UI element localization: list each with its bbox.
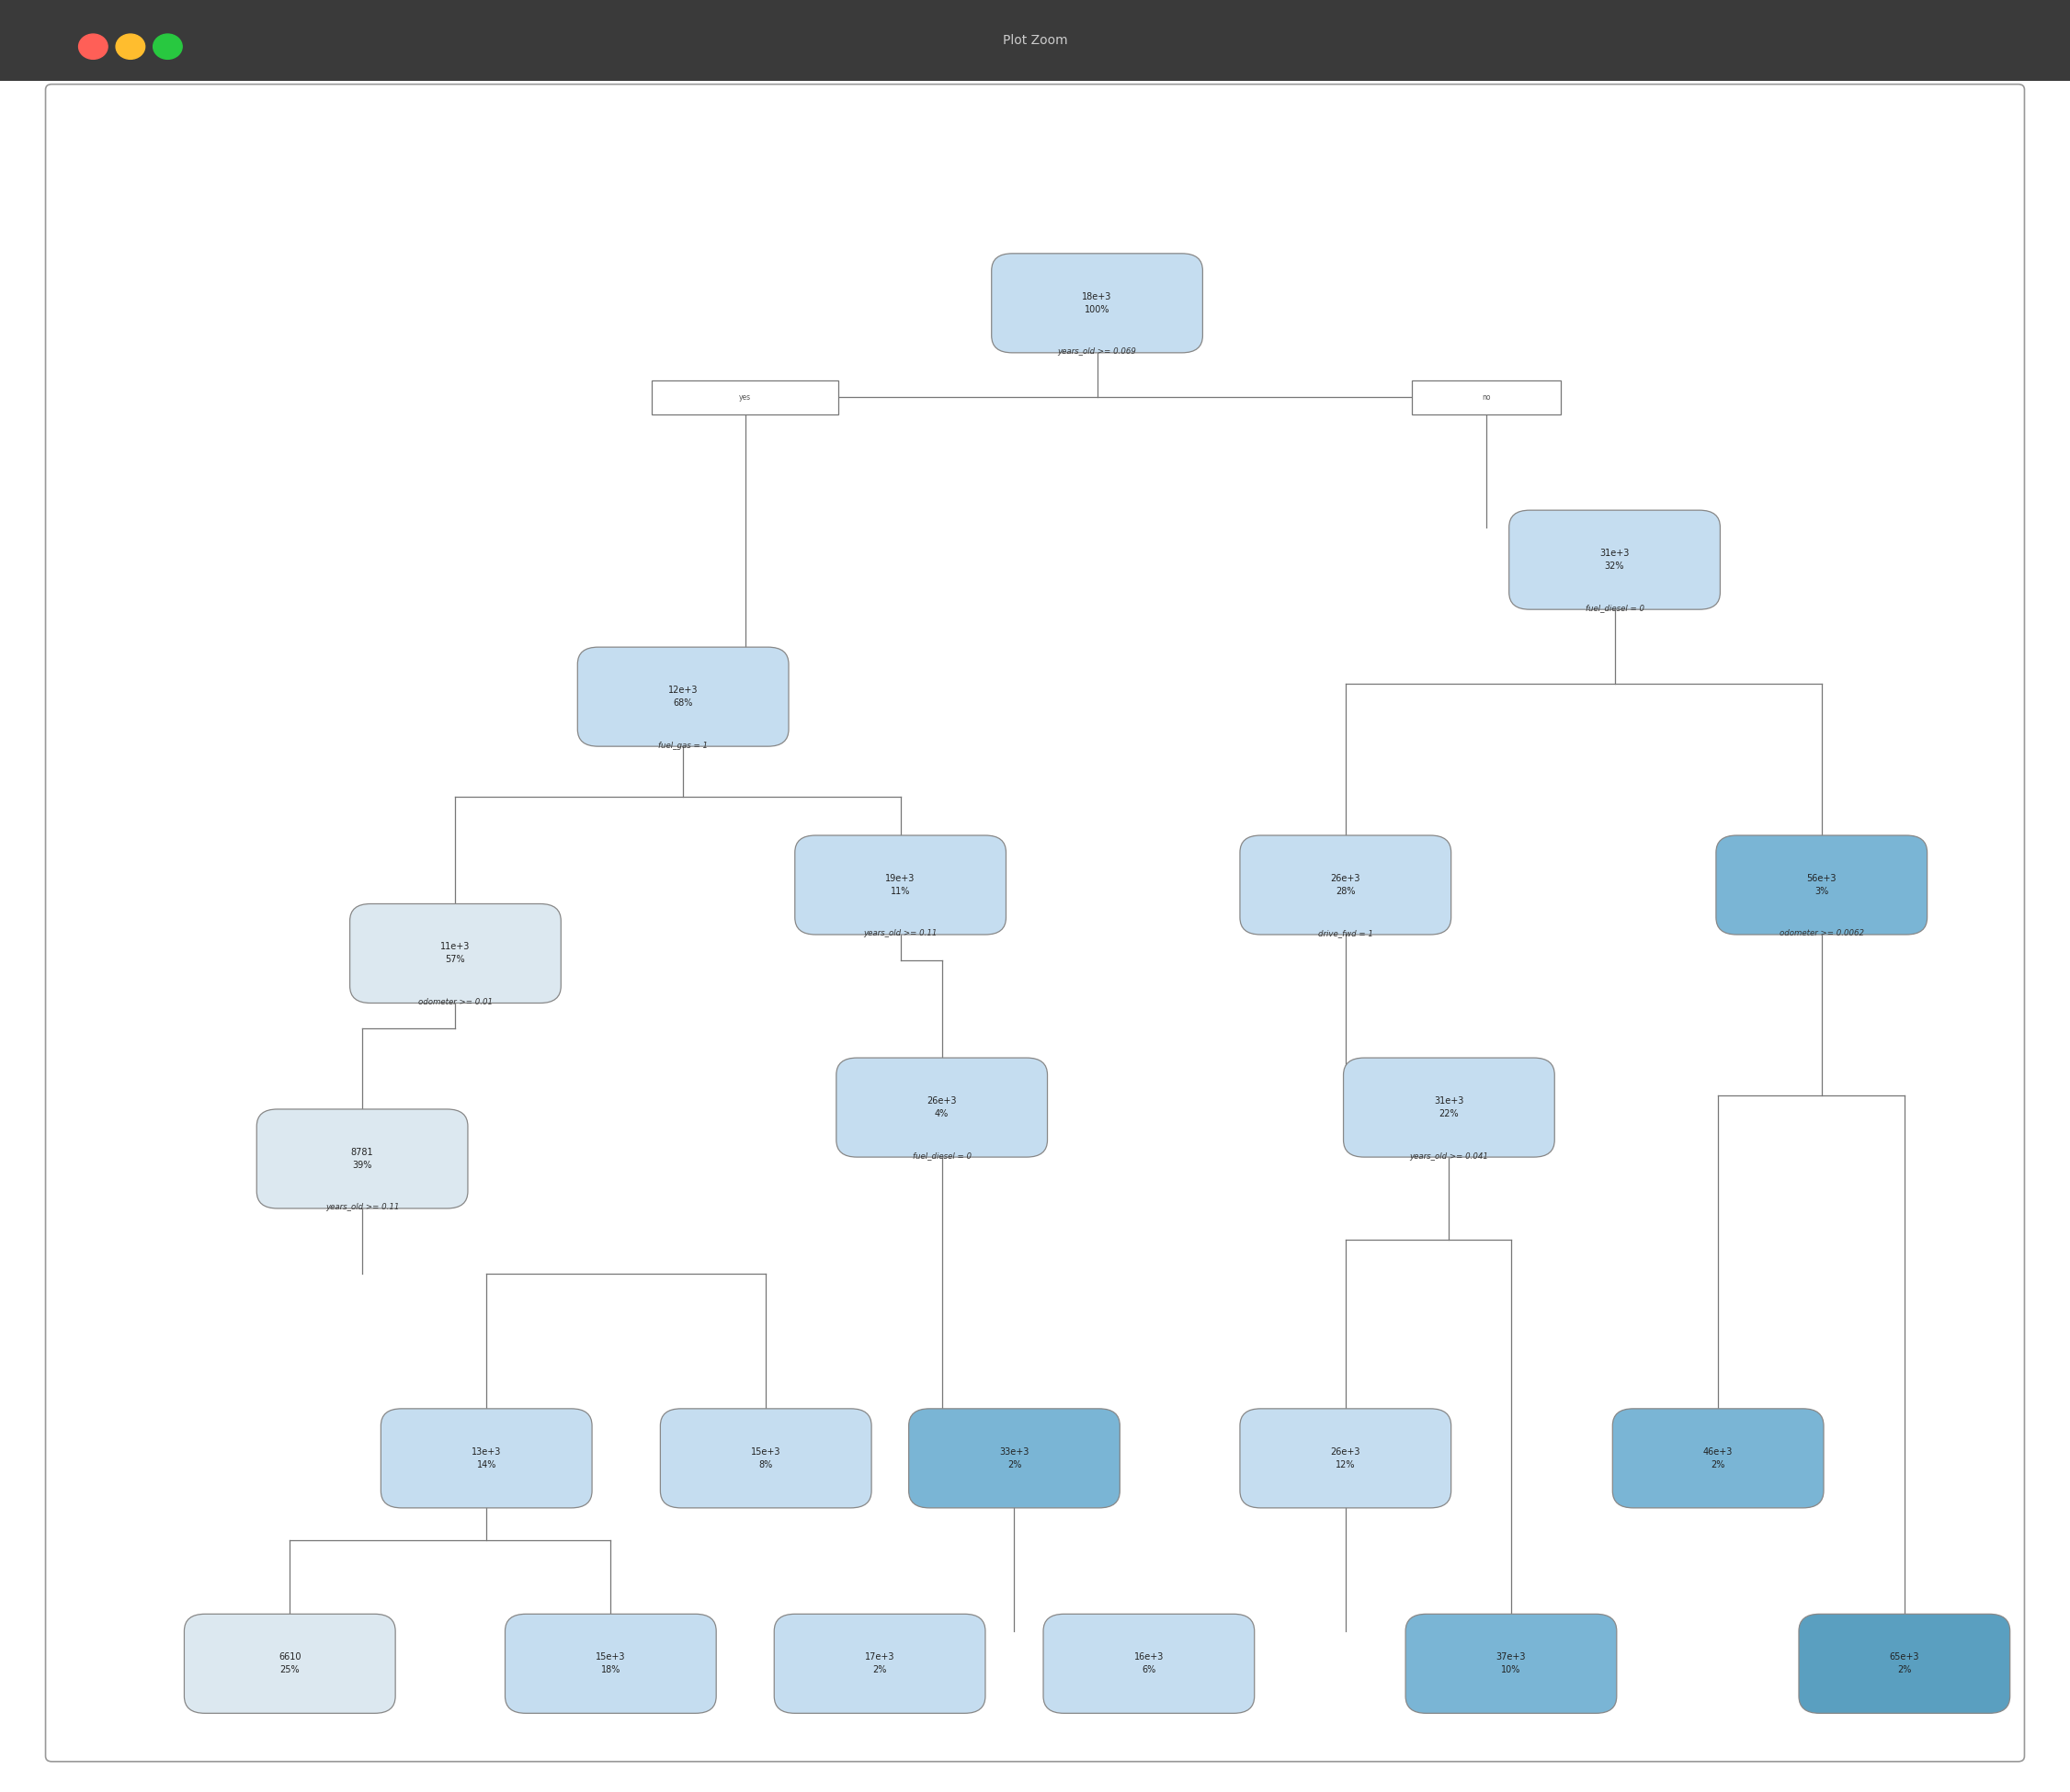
Text: 18e+3
100%: 18e+3 100% bbox=[1083, 292, 1112, 314]
Text: 26e+3
28%: 26e+3 28% bbox=[1331, 874, 1360, 896]
Text: 46e+3
2%: 46e+3 2% bbox=[1704, 1448, 1733, 1469]
Text: drive_fwd = 1: drive_fwd = 1 bbox=[1319, 930, 1372, 937]
Text: 19e+3
11%: 19e+3 11% bbox=[886, 874, 915, 896]
Text: 15e+3
8%: 15e+3 8% bbox=[751, 1448, 780, 1469]
FancyBboxPatch shape bbox=[381, 1409, 592, 1507]
Text: 26e+3
4%: 26e+3 4% bbox=[927, 1097, 956, 1118]
FancyBboxPatch shape bbox=[1716, 835, 1927, 935]
Text: 15e+3
18%: 15e+3 18% bbox=[596, 1652, 625, 1676]
Text: 16e+3
6%: 16e+3 6% bbox=[1134, 1652, 1163, 1676]
Text: 37e+3
10%: 37e+3 10% bbox=[1497, 1652, 1526, 1676]
Text: no: no bbox=[1482, 392, 1490, 401]
FancyBboxPatch shape bbox=[1613, 1409, 1824, 1507]
FancyBboxPatch shape bbox=[992, 253, 1203, 353]
FancyBboxPatch shape bbox=[1043, 1615, 1254, 1713]
FancyBboxPatch shape bbox=[660, 1409, 871, 1507]
FancyBboxPatch shape bbox=[909, 1409, 1120, 1507]
Text: 12e+3
68%: 12e+3 68% bbox=[669, 686, 698, 708]
Text: odometer >= 0.01: odometer >= 0.01 bbox=[418, 998, 493, 1005]
Text: odometer >= 0.0062: odometer >= 0.0062 bbox=[1780, 930, 1863, 937]
Text: Plot Zoom: Plot Zoom bbox=[1002, 34, 1068, 47]
Text: fuel_diesel = 0: fuel_diesel = 0 bbox=[913, 1152, 971, 1159]
FancyBboxPatch shape bbox=[795, 835, 1006, 935]
Text: 65e+3
2%: 65e+3 2% bbox=[1890, 1652, 1919, 1676]
FancyBboxPatch shape bbox=[836, 1057, 1047, 1158]
Text: 6610
25%: 6610 25% bbox=[279, 1652, 300, 1676]
Bar bbox=[1412, 380, 1561, 414]
Text: years_old >= 0.041: years_old >= 0.041 bbox=[1410, 1152, 1488, 1159]
FancyBboxPatch shape bbox=[1343, 1057, 1555, 1158]
Text: 31e+3
22%: 31e+3 22% bbox=[1435, 1097, 1463, 1118]
FancyBboxPatch shape bbox=[774, 1615, 985, 1713]
FancyBboxPatch shape bbox=[350, 903, 561, 1004]
Text: 11e+3
57%: 11e+3 57% bbox=[441, 943, 470, 964]
Bar bbox=[652, 380, 838, 414]
Text: fuel_diesel = 0: fuel_diesel = 0 bbox=[1586, 604, 1644, 613]
Text: 31e+3
32%: 31e+3 32% bbox=[1600, 548, 1629, 572]
Text: years_old >= 0.11: years_old >= 0.11 bbox=[863, 930, 938, 937]
FancyBboxPatch shape bbox=[505, 1615, 716, 1713]
Text: 33e+3
2%: 33e+3 2% bbox=[1000, 1448, 1029, 1469]
FancyBboxPatch shape bbox=[257, 1109, 468, 1208]
FancyBboxPatch shape bbox=[1799, 1615, 2010, 1713]
FancyBboxPatch shape bbox=[1509, 511, 1720, 609]
FancyBboxPatch shape bbox=[1240, 1409, 1451, 1507]
FancyBboxPatch shape bbox=[1406, 1615, 1617, 1713]
FancyBboxPatch shape bbox=[578, 647, 789, 745]
FancyBboxPatch shape bbox=[184, 1615, 395, 1713]
Text: years_old >= 0.069: years_old >= 0.069 bbox=[1058, 348, 1136, 357]
Text: yes: yes bbox=[739, 392, 751, 401]
Text: 56e+3
3%: 56e+3 3% bbox=[1807, 874, 1836, 896]
Text: years_old >= 0.11: years_old >= 0.11 bbox=[325, 1202, 400, 1211]
Text: 13e+3
14%: 13e+3 14% bbox=[472, 1448, 501, 1469]
Text: 8781
39%: 8781 39% bbox=[352, 1147, 373, 1170]
Text: 26e+3
12%: 26e+3 12% bbox=[1331, 1448, 1360, 1469]
Text: fuel_gas = 1: fuel_gas = 1 bbox=[658, 742, 708, 749]
FancyBboxPatch shape bbox=[1240, 835, 1451, 935]
Text: 17e+3
2%: 17e+3 2% bbox=[865, 1652, 894, 1676]
